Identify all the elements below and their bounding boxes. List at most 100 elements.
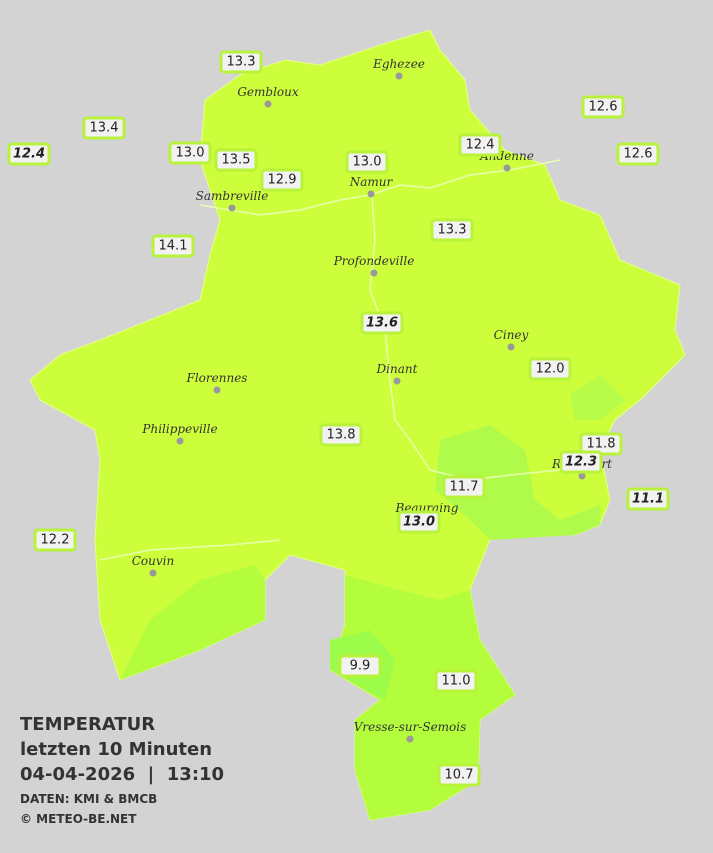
- city-dot: [578, 472, 586, 480]
- station-value: 12.6: [589, 100, 618, 115]
- station-box: [345, 150, 389, 174]
- station-box: [581, 95, 625, 119]
- station-box: [442, 475, 486, 499]
- station: 12.4: [7, 142, 51, 166]
- city-label: Ciney: [494, 328, 529, 342]
- station-box: [434, 669, 478, 693]
- station: 12.9: [260, 168, 304, 192]
- city-dot: [367, 190, 375, 198]
- city-label: Florennes: [186, 371, 248, 385]
- station-box: [458, 133, 502, 157]
- station-box: [430, 218, 474, 242]
- zone-warm-east: [435, 425, 600, 540]
- station: 13.0: [345, 150, 389, 174]
- city-dot: [395, 72, 403, 80]
- station-value: 13.8: [327, 428, 356, 443]
- station: 13.5: [214, 148, 258, 172]
- station-value: 12.4: [13, 147, 45, 162]
- station-box: [33, 528, 77, 552]
- station-box: [7, 142, 51, 166]
- station-value: 13.5: [222, 153, 251, 168]
- station: 12.6: [581, 95, 625, 119]
- station-value: 12.4: [466, 138, 495, 153]
- city-label: Sambreville: [196, 189, 269, 203]
- station: 11.8: [579, 432, 623, 456]
- zone-warm-ciney: [570, 375, 625, 420]
- city-label: Namur: [349, 175, 394, 189]
- station: 13.0: [168, 141, 212, 165]
- station-box: [437, 763, 481, 787]
- station-value: 11.7: [450, 480, 479, 495]
- city-dot: [149, 569, 157, 577]
- station-box: [397, 510, 441, 534]
- station-box: [260, 168, 304, 192]
- station-box: [82, 116, 126, 140]
- station-box: [214, 148, 258, 172]
- station: 12.0: [528, 357, 572, 381]
- station-value: 12.2: [41, 533, 70, 548]
- station-box: [616, 142, 660, 166]
- station-box: [168, 141, 212, 165]
- city-label: Philippeville: [141, 422, 217, 436]
- zone-warm-southwest: [120, 565, 265, 680]
- city-dot: [393, 377, 401, 385]
- station-value: 13.4: [90, 121, 119, 136]
- station-value: 12.6: [624, 147, 653, 162]
- station-value: 13.0: [353, 155, 382, 170]
- station-value: 12.0: [536, 362, 565, 377]
- station-box: [559, 450, 603, 474]
- station: 14.1: [151, 234, 195, 258]
- station: 13.4: [82, 116, 126, 140]
- city-dot: [176, 437, 184, 445]
- station: 9.9: [338, 654, 382, 678]
- station-value: 13.0: [403, 515, 435, 530]
- station-value: 10.7: [445, 768, 474, 783]
- station: 12.2: [33, 528, 77, 552]
- station-value: 12.3: [565, 455, 597, 470]
- station: 12.6: [616, 142, 660, 166]
- city-dot: [406, 735, 414, 743]
- station: 10.7: [437, 763, 481, 787]
- station-box: [626, 487, 670, 511]
- station-value: 13.0: [176, 146, 205, 161]
- legend-timestamp: 04-04-2026 | 13:10: [20, 764, 224, 785]
- station-box: [319, 423, 363, 447]
- station-value: 9.9: [350, 659, 371, 674]
- station-value: 11.0: [442, 674, 471, 689]
- legend-title: TEMPERATUR: [20, 714, 155, 735]
- legend-copyright: © METEO-BE.NET: [20, 812, 137, 826]
- city-dot: [213, 386, 221, 394]
- station: 11.0: [434, 669, 478, 693]
- station-box: [360, 311, 404, 335]
- station: 13.3: [430, 218, 474, 242]
- station-box: [528, 357, 572, 381]
- city-dot: [370, 269, 378, 277]
- city-label: Profondeville: [333, 254, 415, 268]
- station-value: 12.9: [268, 173, 297, 188]
- station-value: 11.1: [632, 492, 664, 507]
- station: 11.7: [442, 475, 486, 499]
- station: 13.3: [219, 50, 263, 74]
- city-label: Eghezee: [372, 57, 425, 71]
- station-value: 13.6: [366, 316, 398, 331]
- station-box: [219, 50, 263, 74]
- city-label: Couvin: [132, 554, 174, 568]
- legend: TEMPERATUR letzten 10 Minuten 04-04-2026…: [20, 714, 224, 826]
- station-box: [151, 234, 195, 258]
- station: 13.8: [319, 423, 363, 447]
- city-dot: [503, 164, 511, 172]
- station: 12.4: [458, 133, 502, 157]
- city-label: Gembloux: [237, 85, 299, 99]
- station-value: 11.8: [587, 437, 616, 452]
- station: 13.6: [360, 311, 404, 335]
- station-value: 13.3: [438, 223, 467, 238]
- city-dot: [507, 343, 515, 351]
- legend-subtitle: letzten 10 Minuten: [20, 739, 212, 760]
- station: 13.0: [397, 510, 441, 534]
- city-label: Dinant: [376, 362, 418, 376]
- station: 12.3: [559, 450, 603, 474]
- zone-warm-south: [330, 575, 515, 820]
- station: 11.1: [626, 487, 670, 511]
- city-dot: [264, 100, 272, 108]
